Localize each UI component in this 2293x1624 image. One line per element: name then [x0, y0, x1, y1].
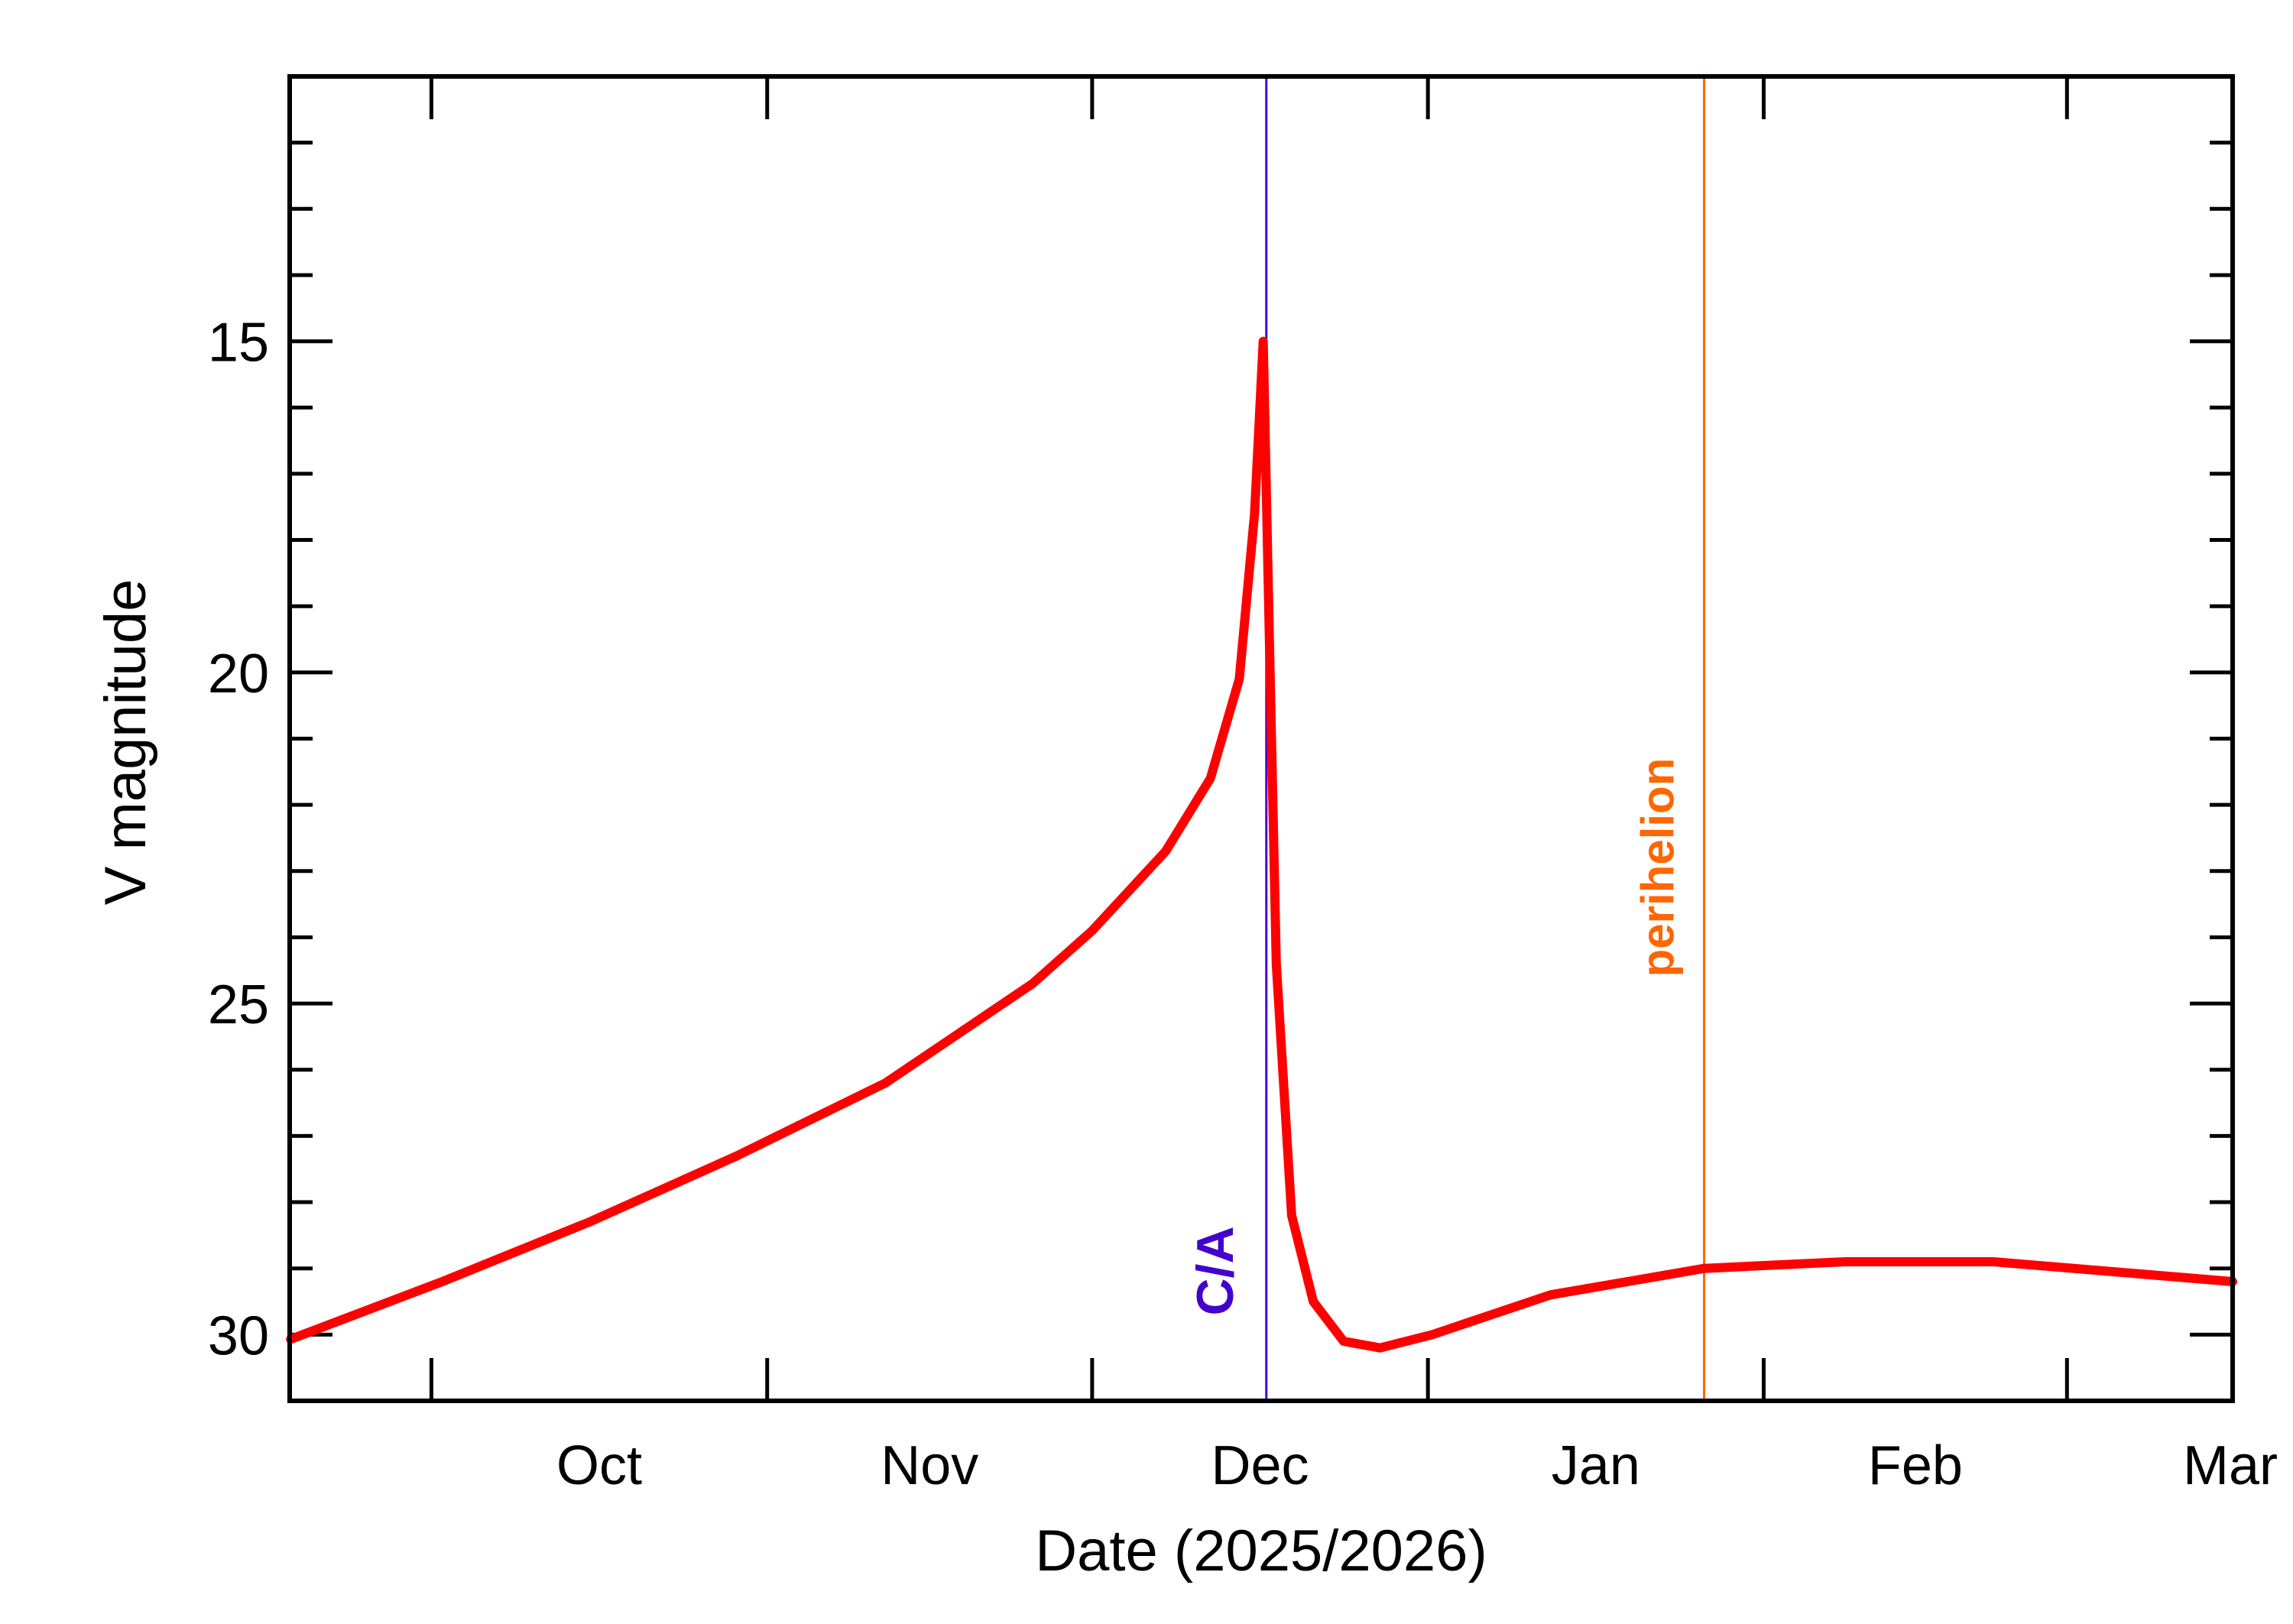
x-tick-label: Mar	[2183, 1435, 2278, 1496]
annotations: C/A perihelion	[1186, 76, 1706, 1401]
y-tick-label: 30	[208, 1305, 269, 1366]
x-tick-label: Jan	[1552, 1435, 1640, 1496]
plot-frame	[287, 74, 2235, 1403]
y-tick-label: 20	[208, 643, 269, 705]
annotation-label-perihelion: perihelion	[1633, 758, 1684, 977]
y-axis-label: V magnitude	[93, 579, 158, 906]
y-tick-label: 15	[208, 313, 269, 374]
y-tick-label: 25	[208, 974, 269, 1036]
x-tick-labels: Oct Nov Dec Jan Feb Mar	[556, 1435, 2278, 1496]
annotation-label-closest-approach: C/A	[1186, 1226, 1244, 1315]
x-tick-label: Feb	[1868, 1435, 1963, 1496]
axis-ticks	[290, 74, 2233, 1403]
x-axis-label: Date (2025/2026)	[1035, 1519, 1487, 1583]
x-tick-label: Dec	[1211, 1435, 1309, 1496]
y-tick-labels: 15 20 25 30	[208, 313, 269, 1367]
x-tick-label: Oct	[556, 1435, 642, 1496]
series-line-v-magnitude	[286, 336, 2237, 1353]
x-tick-label: Nov	[881, 1435, 978, 1496]
